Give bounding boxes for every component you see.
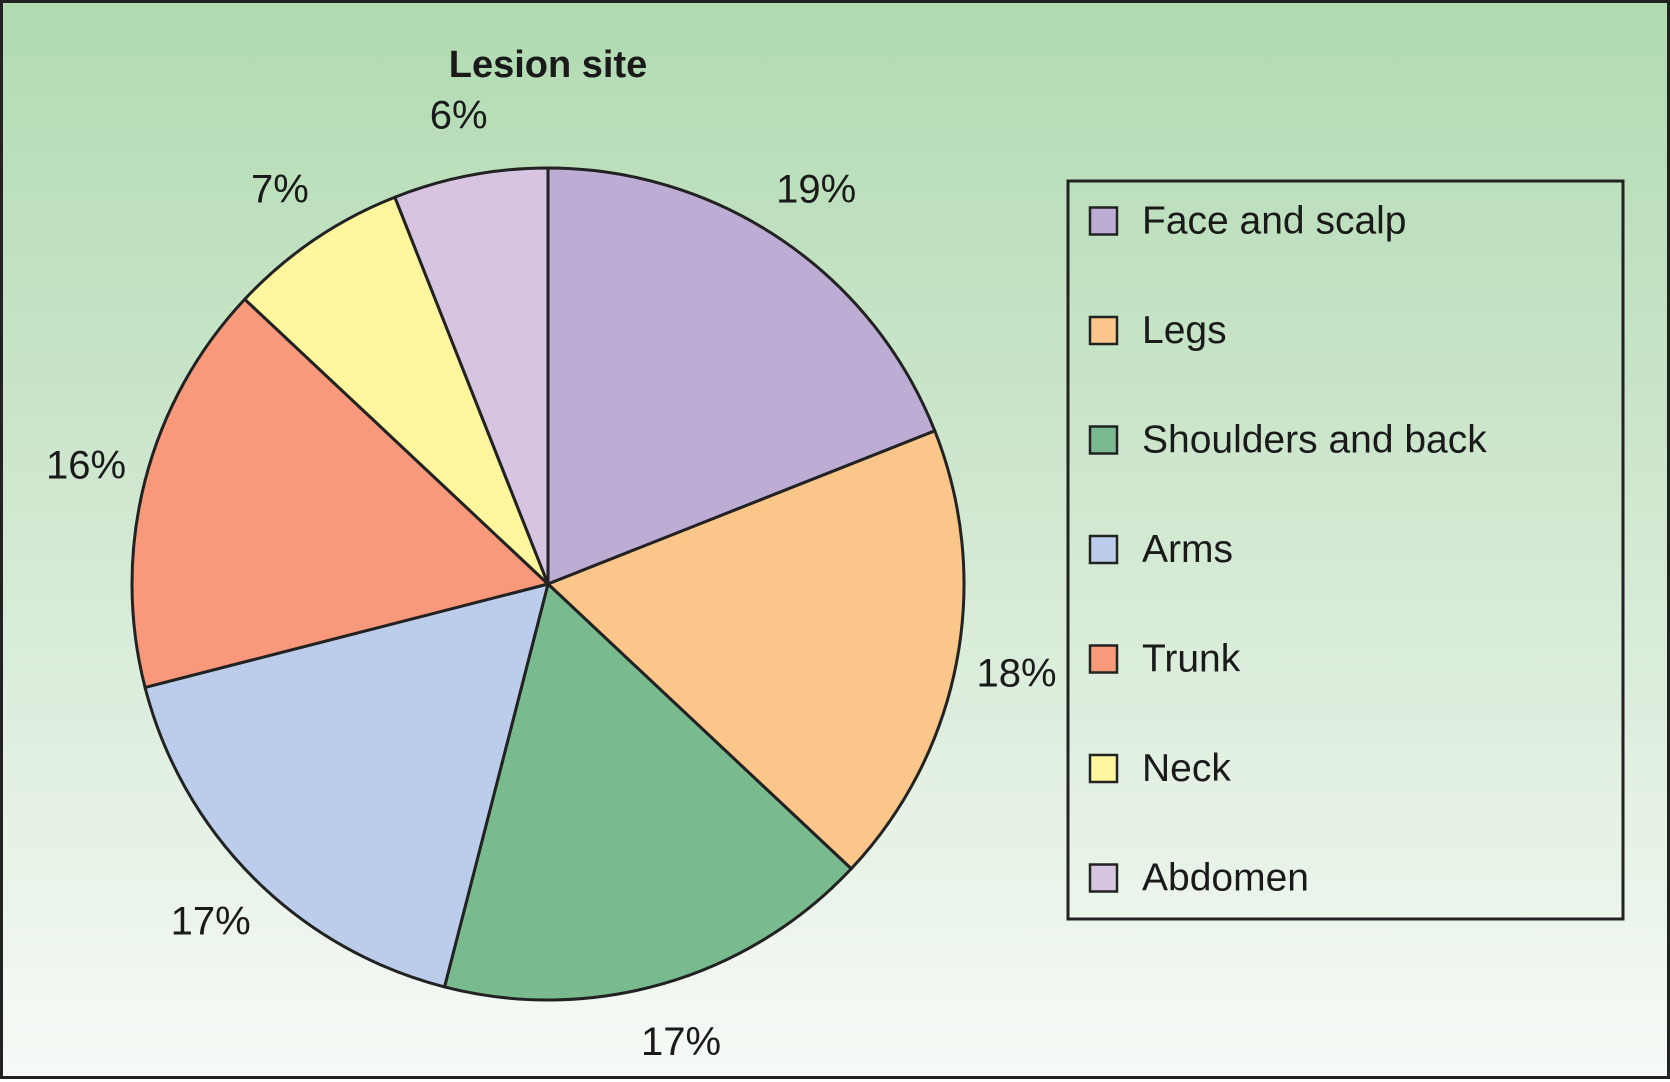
legend-label-arms: Arms bbox=[1142, 528, 1233, 571]
pie-slices bbox=[130, 166, 966, 1002]
pie-slice-face-and-scalp bbox=[546, 166, 937, 586]
legend-label-legs: Legs bbox=[1142, 309, 1227, 352]
pie-label-arms: 17% bbox=[171, 899, 251, 943]
legend: Face and scalp Legs Shoulders and back Arms… bbox=[1066, 179, 1625, 921]
pie-slice-neck bbox=[243, 195, 550, 586]
legend-swatch-abdomen bbox=[1088, 863, 1119, 893]
pie-label-shoulders-and-back: 17% bbox=[641, 1020, 721, 1064]
pie-label-neck: 7% bbox=[251, 167, 309, 211]
legend-label-trunk: Trunk bbox=[1142, 638, 1241, 681]
chart-title: Lesion site bbox=[449, 44, 648, 86]
legend-label-neck: Neck bbox=[1142, 747, 1231, 790]
pie-label-face-and-scalp: 19% bbox=[776, 167, 856, 211]
pie-slice-shoulders-and-back bbox=[443, 582, 853, 1002]
legend-label-face-and-scalp: Face and scalp bbox=[1142, 200, 1407, 243]
pie-slice-trunk bbox=[130, 297, 550, 689]
legend-swatch-shoulders-and-back bbox=[1088, 425, 1119, 455]
pie-label-trunk: 16% bbox=[46, 443, 126, 487]
pie-chart: Lesion site 19% 18% 17% 17% 16% 7% 6% Face and… bbox=[46, 44, 1625, 1064]
pie-percent-labels: 19% 18% 17% 17% 16% 7% 6% bbox=[46, 93, 1057, 1064]
pie-slice-abdomen bbox=[393, 166, 550, 586]
pie-slice-arms bbox=[143, 582, 550, 989]
pie-label-legs: 18% bbox=[977, 651, 1057, 695]
legend-swatch-face-and-scalp bbox=[1088, 206, 1119, 236]
legend-swatch-arms bbox=[1088, 534, 1119, 565]
pie-label-abdomen: 6% bbox=[430, 93, 488, 137]
legend-label-abdomen: Abdomen bbox=[1142, 857, 1309, 900]
legend-label-shoulders-and-back: Shoulders and back bbox=[1142, 419, 1487, 462]
pie-slice-legs bbox=[546, 429, 966, 871]
legend-swatch-trunk bbox=[1088, 644, 1119, 674]
legend-swatch-neck bbox=[1088, 753, 1119, 784]
legend-swatch-legs bbox=[1088, 315, 1119, 346]
legend-border bbox=[1066, 179, 1625, 921]
